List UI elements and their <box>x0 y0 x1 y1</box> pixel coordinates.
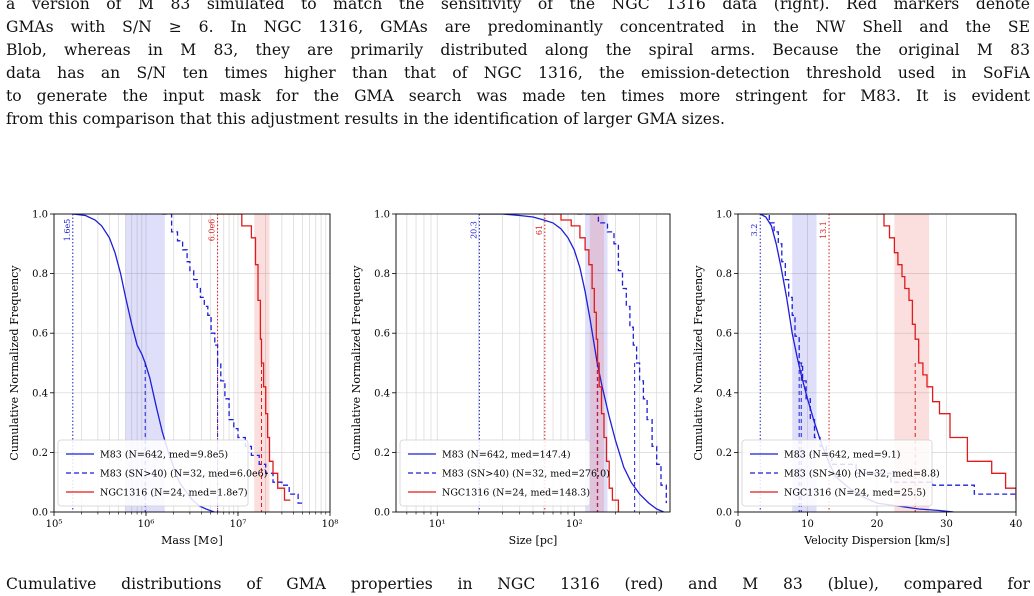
x-axis-label: Size [pc] <box>509 534 558 547</box>
caption-paragraph: a version of M 83 simulated to match the… <box>6 0 1030 131</box>
series-line <box>829 214 1016 501</box>
text-line: Cumulative distributions of GMA properti… <box>6 575 1030 593</box>
series-line <box>217 214 291 501</box>
series-line <box>762 214 1016 495</box>
y-tick-label: 0.2 <box>374 448 390 459</box>
axes-frame <box>53 213 331 513</box>
x-axis-label: Mass [M⊙] <box>161 534 223 547</box>
threshold-label: 1.6e5 <box>63 219 72 242</box>
y-tick-label: 0.6 <box>374 329 390 340</box>
y-tick-label: 0.2 <box>716 448 732 459</box>
y-tick-label: 1.0 <box>374 210 390 221</box>
y-tick-label: 0.0 <box>716 508 732 519</box>
chart-panel: 20.3 61 10¹ 10² 0.0 0.2 0.4 0.6 0.8 1.0 Size [pc] C… <box>350 210 671 547</box>
text-line: Blob, whereas in M 83, they are primaril… <box>6 41 1030 59</box>
x-tick-label: 10⁵ <box>46 519 63 530</box>
y-tick-label: 0.6 <box>32 329 48 340</box>
shaded-band <box>585 214 608 512</box>
text-line: to generate the input mask for the GMA s… <box>6 87 1030 105</box>
legend-label: M83 (SN>40) (N=32, med=6.0e6) <box>100 469 267 480</box>
legend-label: M83 (SN>40) (N=32, med=276.0) <box>442 469 610 480</box>
y-tick-label: 0.8 <box>374 269 390 280</box>
threshold-label: 20.3 <box>469 221 478 239</box>
y-tick-label: 0.8 <box>32 269 48 280</box>
plot-area <box>54 214 330 512</box>
legend-label: M83 (N=642, med=147.4) <box>442 450 571 461</box>
y-tick-label: 0.2 <box>32 448 48 459</box>
chart-panel: 1.6e5 6.0e6 10⁵ 10⁶ 10⁷ 10⁸ 0.0 0.2 0.4 0.6 0.8 1.0… <box>8 210 338 548</box>
text-line: GMAs with S/N ≥ 6. In NGC 1316, GMAs are… <box>6 18 1030 36</box>
x-tick-label: 40 <box>1010 519 1023 530</box>
x-tick-label: 10¹ <box>429 519 446 530</box>
legend-label: NGC1316 (N=24, med=25.5) <box>784 488 926 499</box>
x-tick-label: 30 <box>940 519 953 530</box>
threshold-label: 3.2 <box>750 224 759 237</box>
text-line: a version of M 83 simulated to match the… <box>6 0 1030 13</box>
next-caption: Cumulative distributions of GMA properti… <box>6 573 1030 596</box>
legend-box <box>57 439 249 507</box>
threshold-label: 61 <box>535 225 544 235</box>
text-line: data has an S/N ten times higher than th… <box>6 64 1030 82</box>
x-tick-label: 0 <box>735 519 741 530</box>
y-axis-label: Cumulative Normalized Frequency <box>350 265 363 461</box>
y-axis-label: Cumulative Normalized Frequency <box>692 265 705 461</box>
x-tick-label: 10⁸ <box>322 519 339 530</box>
series-line <box>544 214 620 512</box>
x-axis-label: Velocity Dispersion [km/s] <box>803 534 950 547</box>
text-line: from this comparison that this adjustmen… <box>6 110 725 128</box>
threshold-label: 13.1 <box>819 221 828 239</box>
threshold-label: 6.0e6 <box>208 219 217 242</box>
y-tick-label: 0.8 <box>716 269 732 280</box>
legend-box <box>399 439 591 507</box>
legend-box <box>741 439 933 507</box>
x-tick-label: 10⁶ <box>138 519 155 530</box>
legend-label: M83 (N=642, med=9.8e5) <box>100 450 228 461</box>
x-tick-label: 10 <box>801 519 814 530</box>
y-tick-label: 0.4 <box>32 388 48 399</box>
x-tick-label: 10² <box>566 519 583 530</box>
y-tick-label: 0.6 <box>716 329 732 340</box>
legend-label: M83 (SN>40) (N=32, med=8.8) <box>784 469 940 480</box>
series-line <box>577 214 667 504</box>
y-axis-label: Cumulative Normalized Frequency <box>8 265 21 461</box>
legend-label: NGC1316 (N=24, med=1.8e7) <box>100 488 248 499</box>
y-tick-label: 0.0 <box>32 508 48 519</box>
legend-label: M83 (N=642, med=9.1) <box>784 450 900 461</box>
series-line <box>479 214 664 512</box>
series-line <box>162 214 304 504</box>
x-tick-label: 20 <box>871 519 884 530</box>
y-tick-label: 0.4 <box>716 388 732 399</box>
y-tick-label: 0.4 <box>374 388 390 399</box>
y-tick-label: 0.0 <box>374 508 390 519</box>
figure: 1.6e5 6.0e6 10⁵ 10⁶ 10⁷ 10⁸ 0.0 0.2 0.4 0.6 0.8 1.0… <box>8 210 1022 548</box>
chart-panel: 3.2 13.1 0 10 20 30 40 0.0 0.2 0.4 0.6 0.8 1.0 Veloci… <box>692 210 1022 548</box>
y-tick-label: 1.0 <box>716 210 732 221</box>
x-tick-label: 10⁷ <box>230 519 247 530</box>
y-tick-label: 1.0 <box>32 210 48 221</box>
legend-label: NGC1316 (N=24, med=148.3) <box>442 488 590 499</box>
